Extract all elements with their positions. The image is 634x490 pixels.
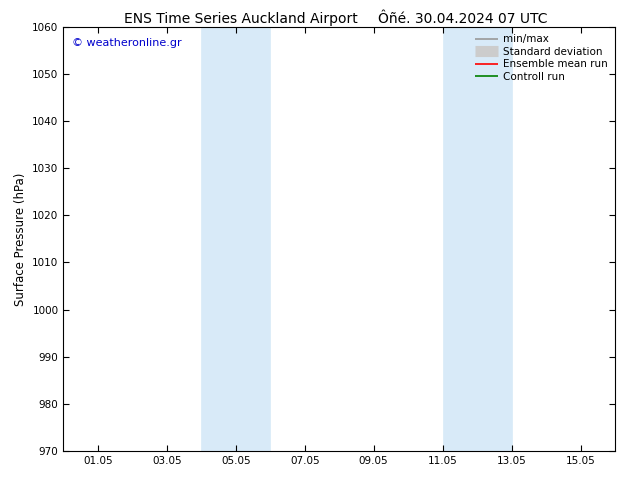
Bar [443, 27, 512, 451]
Bar [202, 27, 270, 451]
Legend: min/max, Standard deviation, Ensemble mean run, Controll run: min/max, Standard deviation, Ensemble me… [470, 30, 612, 86]
Text: ENS Time Series Auckland Airport: ENS Time Series Auckland Airport [124, 12, 358, 26]
Y-axis label: Surface Pressure (hPa): Surface Pressure (hPa) [14, 172, 27, 306]
Text: © weatheronline.gr: © weatheronline.gr [72, 38, 181, 48]
Text: Ôñé. 30.04.2024 07 UTC: Ôñé. 30.04.2024 07 UTC [378, 12, 548, 26]
